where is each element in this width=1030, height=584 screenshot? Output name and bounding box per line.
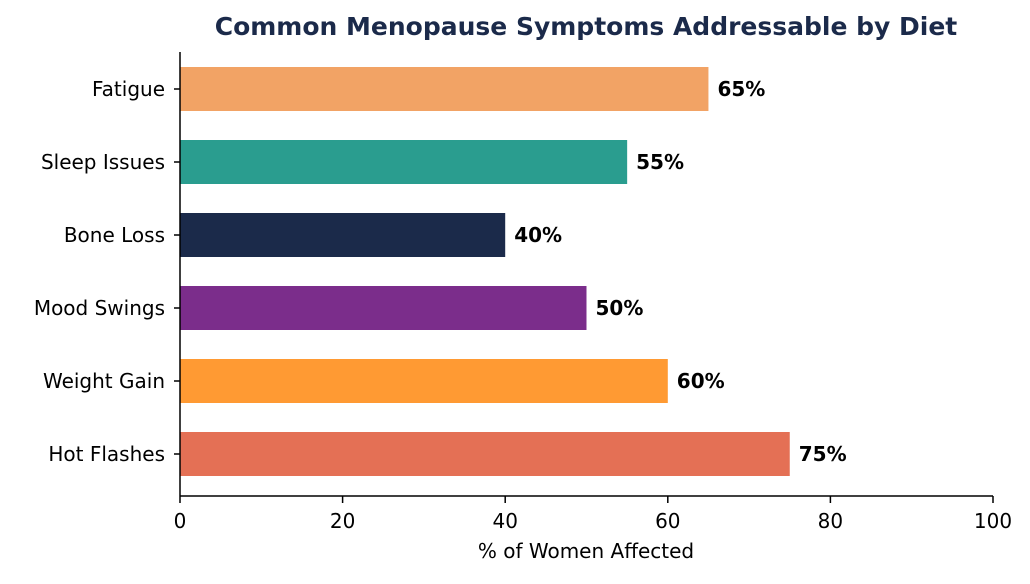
bar-hot-flashes [180, 432, 790, 476]
x-tick-label: 40 [492, 509, 517, 533]
x-tick-label: 100 [974, 509, 1012, 533]
bars-layer: 65% 55% 40% 50% 60% 75% [180, 67, 847, 476]
axes-layer: Fatigue Sleep Issues Bone Loss Mood Swings W… [34, 52, 1012, 533]
x-tick-label: 0 [174, 509, 187, 533]
bar-value-label: 40% [514, 223, 562, 247]
bar-value-label: 50% [596, 296, 644, 320]
bar-value-label: 55% [636, 150, 684, 174]
bar-weight-gain [180, 359, 668, 403]
y-tick-label: Fatigue [92, 77, 165, 101]
x-tick-label: 20 [330, 509, 355, 533]
y-tick-label: Bone Loss [64, 223, 165, 247]
x-tick-label: 80 [818, 509, 843, 533]
x-axis-label: % of Women Affected [478, 539, 694, 563]
chart-title: Common Menopause Symptoms Addressable by… [215, 12, 958, 41]
bar-sleep-issues [180, 140, 628, 184]
bar-fatigue [180, 67, 709, 111]
bar-value-label: 75% [799, 442, 847, 466]
bar-value-label: 60% [677, 369, 725, 393]
bar-value-label: 65% [717, 77, 765, 101]
y-tick-label: Mood Swings [34, 296, 165, 320]
y-tick-label: Weight Gain [43, 369, 165, 393]
y-tick-label: Sleep Issues [41, 150, 165, 174]
bar-bone-loss [180, 213, 506, 257]
y-tick-label: Hot Flashes [48, 442, 165, 466]
bar-mood-swings [180, 286, 587, 330]
x-tick-label: 60 [655, 509, 680, 533]
